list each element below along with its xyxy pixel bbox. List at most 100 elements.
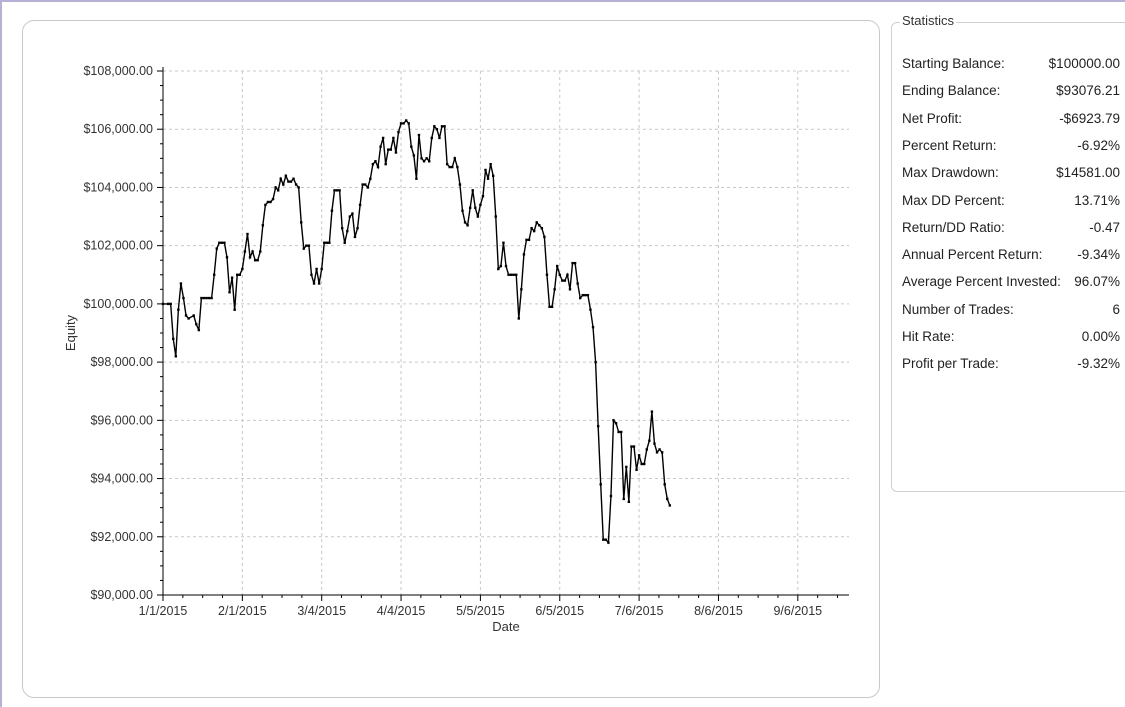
equity-point bbox=[558, 273, 561, 276]
equity-point bbox=[627, 500, 631, 504]
stat-value: 0.00% bbox=[1081, 329, 1120, 344]
equity-point bbox=[653, 442, 656, 445]
equity-point bbox=[271, 197, 275, 201]
equity-point bbox=[438, 136, 441, 140]
equity-point bbox=[563, 279, 567, 282]
equity-point bbox=[658, 448, 661, 451]
equity-point bbox=[617, 430, 620, 434]
equity-chart: $90,000.00 $92,000.00 $94,000.00 $96,000.00… bbox=[63, 64, 849, 634]
stat-row: Ending Balance: $93076.21 bbox=[892, 77, 1125, 105]
equity-chart-panel: $90,000.00 $92,000.00 $94,000.00 $96,000.00… bbox=[22, 20, 880, 698]
stat-row: Profit per Trade: -9.32% bbox=[892, 350, 1125, 378]
stat-value: -6.92% bbox=[1077, 137, 1120, 153]
equity-point bbox=[320, 267, 323, 271]
equity-point bbox=[589, 308, 592, 311]
equity-point bbox=[632, 445, 636, 448]
equity-point bbox=[205, 296, 208, 300]
equity-point bbox=[230, 276, 234, 279]
stat-row: Average Percent Invested: 96.07% bbox=[892, 268, 1125, 296]
equity-point bbox=[243, 250, 247, 253]
equity-point bbox=[381, 136, 385, 140]
equity-point bbox=[550, 305, 554, 308]
equity-point bbox=[517, 317, 520, 320]
equity-point bbox=[412, 154, 416, 157]
equity-point bbox=[451, 165, 454, 169]
stat-value: $14581.00 bbox=[1056, 165, 1120, 181]
stat-label: Average Percent Invested: bbox=[902, 274, 1061, 290]
equity-point bbox=[568, 288, 572, 291]
equity-point bbox=[435, 128, 439, 131]
x-tick-label: 7/6/2015 bbox=[615, 604, 664, 618]
equity-point bbox=[397, 130, 400, 134]
equity-point bbox=[195, 323, 198, 326]
equity-point bbox=[637, 454, 641, 457]
equity-point bbox=[384, 162, 387, 166]
equity-point bbox=[625, 465, 628, 469]
equity-point bbox=[215, 247, 218, 250]
equity-point bbox=[172, 337, 175, 341]
statistics-panel: Statistics Starting Balance: $100000.00 En… bbox=[891, 13, 1125, 492]
equity-point bbox=[530, 227, 533, 230]
stat-label: Starting Balance: bbox=[902, 56, 1005, 71]
equity-point bbox=[256, 259, 259, 262]
stat-label: Max Drawdown: bbox=[902, 165, 999, 181]
equity-point bbox=[225, 256, 229, 259]
equity-point bbox=[351, 212, 354, 215]
equity-point bbox=[323, 241, 326, 244]
stat-value: -0.47 bbox=[1089, 219, 1120, 235]
equity-point bbox=[497, 267, 500, 271]
equity-point bbox=[379, 145, 382, 148]
x-tick-label: 9/6/2015 bbox=[773, 604, 822, 618]
equity-point bbox=[663, 483, 666, 486]
stat-label: Max DD Percent: bbox=[902, 192, 1005, 208]
x-axis-title: Date bbox=[492, 619, 519, 634]
equity-point bbox=[261, 224, 265, 227]
equity-point bbox=[520, 288, 523, 291]
stat-label: Hit Rate: bbox=[902, 329, 955, 344]
equity-point bbox=[310, 273, 313, 276]
equity-point bbox=[430, 136, 433, 140]
equity-point bbox=[292, 177, 295, 180]
equity-point bbox=[579, 296, 582, 300]
y-tick-label: $104,000.00 bbox=[83, 180, 153, 194]
equity-point bbox=[302, 247, 305, 250]
equity-point bbox=[619, 430, 623, 434]
equity-point bbox=[236, 273, 239, 276]
equity-point bbox=[399, 122, 403, 125]
equity-point bbox=[433, 125, 436, 128]
y-tick-label: $92,000.00 bbox=[90, 530, 153, 544]
equity-point bbox=[622, 497, 625, 501]
equity-point bbox=[573, 261, 577, 265]
equity-point bbox=[486, 177, 490, 180]
equity-point bbox=[604, 538, 608, 541]
equity-point bbox=[346, 229, 349, 233]
stat-value: 13.71% bbox=[1074, 192, 1120, 208]
equity-point bbox=[599, 483, 602, 486]
equity-point bbox=[376, 165, 380, 169]
equity-point bbox=[335, 189, 339, 192]
equity-point bbox=[584, 293, 587, 297]
stat-label: Ending Balance: bbox=[902, 83, 1001, 99]
equity-point bbox=[456, 165, 459, 169]
equity-point bbox=[317, 282, 321, 285]
equity-point bbox=[220, 241, 224, 244]
equity-point bbox=[161, 302, 165, 306]
equity-point bbox=[343, 241, 346, 244]
equity-point bbox=[481, 194, 485, 198]
equity-point bbox=[463, 221, 467, 224]
x-tick-label: 3/4/2015 bbox=[297, 604, 346, 618]
equity-point bbox=[468, 206, 472, 210]
stat-label: Return/DD Ratio: bbox=[902, 219, 1005, 235]
equity-point bbox=[210, 296, 213, 300]
equity-point bbox=[458, 183, 462, 186]
x-tick-label: 5/5/2015 bbox=[456, 604, 505, 618]
equity-point bbox=[428, 160, 431, 163]
equity-point bbox=[348, 215, 352, 218]
equity-point bbox=[340, 227, 344, 230]
equity-point bbox=[289, 180, 293, 183]
equity-point bbox=[545, 273, 549, 276]
equity-point bbox=[233, 308, 236, 311]
equity-point bbox=[415, 177, 418, 180]
equity-point bbox=[266, 200, 270, 204]
equity-point bbox=[538, 224, 541, 227]
